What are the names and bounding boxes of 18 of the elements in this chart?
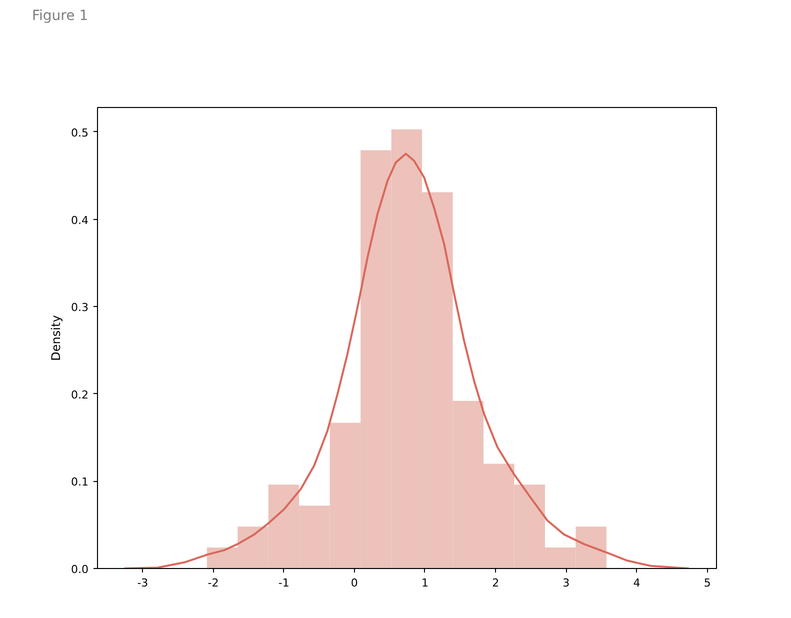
x-tick-label: 4	[633, 576, 640, 590]
x-tick-label: 1	[422, 576, 428, 590]
x-tick-label: -2	[208, 576, 219, 590]
x-tick-label: 5	[704, 576, 711, 590]
caption: Figure 1	[32, 7, 88, 26]
x-tick-label: 3	[562, 576, 570, 590]
y-tick-label: 0.2	[71, 388, 89, 402]
y-tick-label: 0.4	[71, 214, 89, 227]
x-tick-label: 0	[350, 576, 358, 590]
x-tick-label: -1	[278, 576, 290, 590]
y-tick-label: 0.5	[71, 126, 89, 140]
x-tick-label: -3	[137, 576, 148, 590]
x-tick-label: 2	[492, 576, 500, 590]
y-tick-label: 0.1	[71, 476, 89, 489]
y-axis-title: Density	[49, 315, 64, 361]
line-series	[123, 152, 690, 568]
y-tick-label: 0.3	[71, 301, 89, 314]
y-tick-label: 0.0	[71, 563, 89, 576]
